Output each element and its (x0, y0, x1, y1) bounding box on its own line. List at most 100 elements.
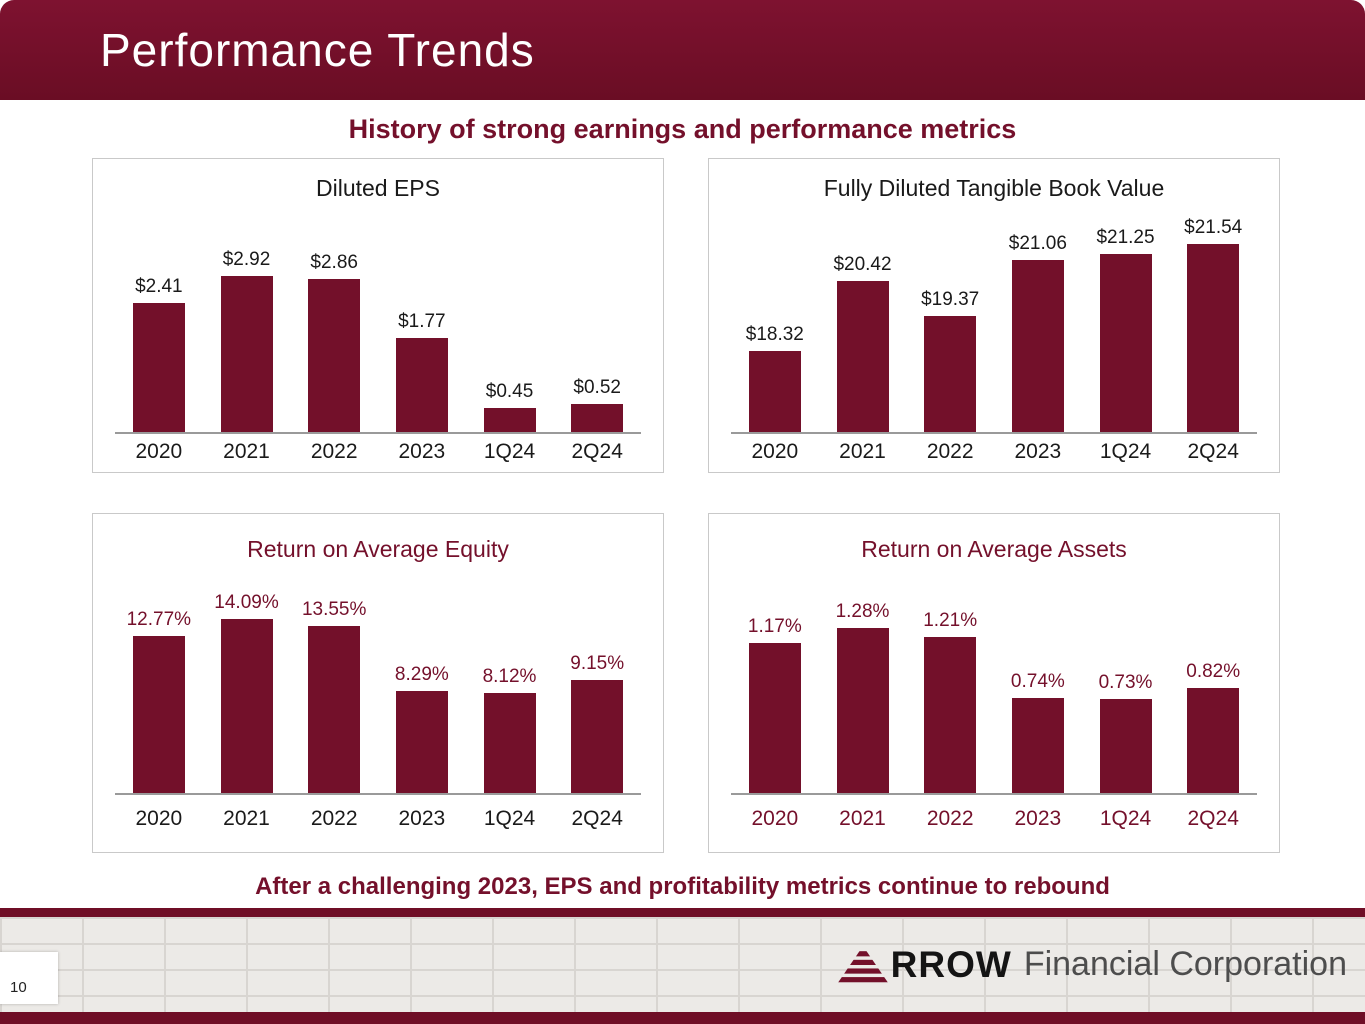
bar-value-label: $0.52 (573, 377, 621, 398)
bar-value-label: 0.74% (1010, 671, 1065, 692)
x-axis-label: 2021 (839, 440, 886, 463)
slide-header: Performance Trends (0, 0, 1365, 100)
bar (748, 643, 801, 793)
bar-value-label: 8.29% (394, 664, 449, 685)
charts-grid: Diluted EPS $2.41 $2.92 $2.86 $1.77 $0.45 $0.… (92, 158, 1365, 853)
bar-value-label: 14.09% (214, 592, 279, 613)
bar-group: $19.37 (906, 289, 994, 432)
bar (483, 693, 536, 793)
bar-value-label: 12.77% (126, 609, 192, 630)
bar-group: $0.45 (466, 381, 554, 432)
bar (924, 316, 977, 432)
chart-bars: $2.41 $2.92 $2.86 $1.77 $0.45 $0.52 (115, 202, 641, 434)
x-axis-label: 2021 (839, 807, 886, 830)
bar-value-label: $20.42 (833, 254, 892, 275)
bar-group: 13.55% (290, 599, 378, 793)
bar (924, 637, 977, 793)
bar (132, 303, 185, 432)
x-axis-label: 2Q24 (1187, 440, 1239, 463)
bar-value-label: 13.55% (301, 599, 367, 620)
bar (395, 338, 448, 432)
chart-x-axis: 2020 2021 2022 2023 1Q24 2Q24 (115, 807, 641, 831)
bar (836, 281, 889, 432)
slide-footnote: After a challenging 2023, EPS and profit… (255, 873, 1110, 900)
bar (395, 691, 448, 793)
bar (836, 628, 889, 793)
bar-value-label: $2.86 (310, 252, 358, 273)
bar-group: 0.74% (994, 671, 1082, 793)
bar-value-label: $19.37 (921, 289, 980, 310)
bar (483, 408, 536, 432)
bar-group: $18.32 (731, 324, 819, 432)
chart-title: Fully Diluted Tangible Book Value (823, 175, 1165, 201)
bar-value-label: $1.77 (398, 311, 446, 332)
chart-title: Diluted EPS (315, 175, 440, 201)
bar (308, 279, 361, 432)
chart-x-axis: 2020 2021 2022 2023 1Q24 2Q24 (115, 440, 641, 464)
bar-group: 9.15% (553, 653, 641, 793)
bar (1187, 244, 1240, 432)
bar-group: $21.54 (1169, 217, 1257, 432)
bar (132, 636, 185, 793)
bar (220, 276, 273, 432)
x-axis-label: 2020 (135, 440, 183, 463)
chart-x-axis: 2020 2021 2022 2023 1Q24 2Q24 (731, 440, 1257, 464)
x-axis-label: 2023 (1014, 807, 1062, 830)
bar (220, 619, 273, 793)
bar-group: $21.25 (1082, 227, 1170, 432)
x-axis-label: 2022 (926, 807, 974, 830)
footer-bottom-rule (0, 1012, 1365, 1024)
bar-value-label: $21.54 (1184, 217, 1243, 238)
bar-group: $1.77 (378, 311, 466, 432)
bar-value-label: $2.41 (135, 276, 183, 297)
bar-group: 0.73% (1082, 672, 1170, 793)
x-axis-label: 2020 (751, 807, 799, 830)
bar-value-label: $18.32 (745, 324, 804, 345)
footer-top-rule (0, 908, 1365, 917)
x-axis-label: 2022 (310, 440, 358, 463)
x-axis-label: 1Q24 (483, 440, 536, 463)
page-number-box: 10 (0, 952, 58, 1004)
bar-group: $2.92 (203, 249, 291, 432)
bar-value-label: $0.45 (485, 381, 534, 402)
bar-group: 1.28% (819, 601, 907, 793)
bar-group: 14.09% (203, 592, 291, 793)
bar-value-label: 1.28% (835, 601, 890, 622)
bar-group: $0.52 (553, 377, 641, 432)
x-axis-label: 2020 (135, 807, 183, 830)
logo-brand-text: RROW (890, 943, 1012, 985)
bar (1011, 260, 1064, 432)
bar-group: $2.86 (290, 252, 378, 432)
bar-group: $2.41 (115, 276, 203, 432)
x-axis-label: 2020 (751, 440, 799, 463)
bar (1011, 698, 1064, 793)
slide-subtitle: History of strong earnings and performan… (348, 114, 1017, 144)
bar-value-label: 0.73% (1098, 672, 1153, 693)
bar (571, 680, 624, 793)
bar (748, 351, 801, 432)
return-on-average-equity-chart: Return on Average Equity 12.77% 14.09% 13.… (92, 513, 664, 853)
chart-title: Return on Average Equity (247, 536, 509, 562)
bar-group: 1.21% (906, 610, 994, 793)
x-axis-label: 2023 (1014, 440, 1062, 463)
x-axis-label: 1Q24 (483, 807, 536, 830)
x-axis-label: 2023 (398, 440, 446, 463)
arrow-financial-logo: RROW Financial Corporation (836, 943, 1347, 986)
logo-secondary-text: Financial Corporation (1023, 945, 1347, 983)
bar-value-label: 8.12% (482, 666, 537, 687)
bar-group: $21.06 (994, 233, 1082, 432)
bar (1099, 254, 1152, 432)
bar-group: 8.29% (378, 664, 466, 793)
bar-value-label: $2.92 (222, 249, 271, 270)
bar-value-label: 1.17% (747, 616, 802, 637)
bar-value-label: 1.21% (923, 610, 978, 631)
x-axis-label: 1Q24 (1099, 440, 1152, 463)
chart-bars: $18.32 $20.42 $19.37 $21.06 $21.25 $21.54 (731, 202, 1257, 434)
bar-value-label: $21.06 (1008, 233, 1067, 254)
bar-group: 12.77% (115, 609, 203, 793)
page-title: Performance Trends (100, 24, 535, 76)
x-axis-label: 2Q24 (1187, 807, 1239, 830)
arrow-glyph-icon (836, 950, 889, 982)
slide-footer: 10 RROW Financi (0, 908, 1365, 1024)
